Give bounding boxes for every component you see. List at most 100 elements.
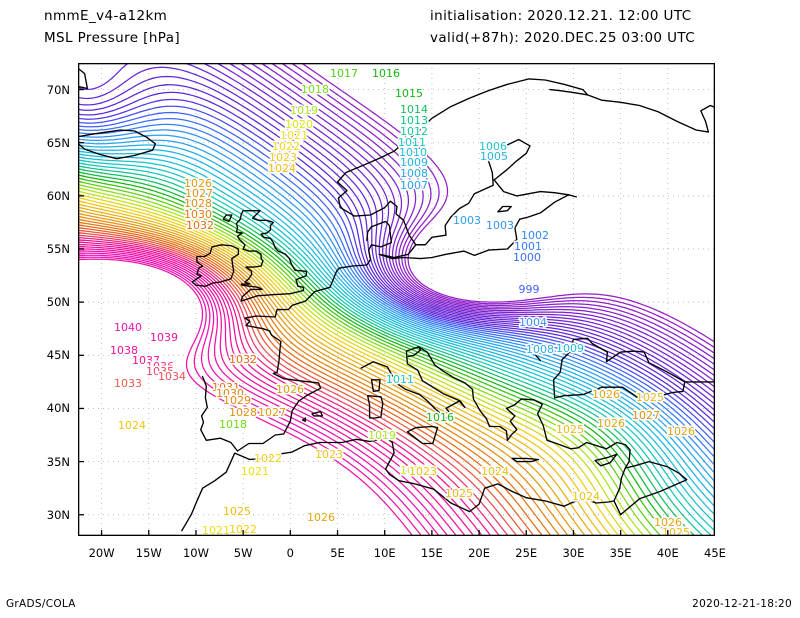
contour-label-halo: 1009: [556, 342, 584, 355]
contour-label-halo: 1038: [110, 344, 138, 357]
contour-label-halo: 1025: [223, 505, 251, 518]
contour-label-halo: 1005: [480, 150, 508, 163]
contour-label: 1006: [479, 140, 507, 153]
y-tick-30N: 30N: [46, 507, 70, 522]
contour-label: 1040: [114, 321, 142, 334]
contour-label: 1016: [372, 67, 400, 80]
contour-label: 1026: [184, 177, 212, 190]
contour-label-halo: 1030: [184, 208, 212, 221]
contour-label: 1033: [114, 377, 142, 390]
contour-label-halo: 1008: [526, 343, 554, 356]
contour-label: 1022: [272, 140, 300, 153]
contour-label: 1022: [229, 523, 257, 536]
contour-label-halo: 1021: [202, 524, 230, 536]
contour-label: 1021: [241, 465, 269, 478]
contour-label-halo: 1001: [514, 240, 542, 253]
contour-label-halo: 1026: [667, 425, 695, 438]
contour-label-halo: 1015: [395, 87, 423, 100]
x-tick-5E: 5E: [330, 546, 345, 560]
contour-label: 1038: [110, 344, 138, 357]
contour-label: 1034: [158, 370, 186, 383]
contour-label-halo: 1026: [654, 516, 682, 529]
contour-label: 1032: [186, 219, 214, 232]
contour-label: 1019: [368, 429, 396, 442]
contour-label: 1027: [185, 187, 213, 200]
contour-label: 1025: [445, 487, 473, 500]
timestamp-label: 2020-12-21-18:20: [692, 598, 792, 610]
contour-label-halo: 1029: [223, 394, 251, 407]
contour-label-halo: 1018: [219, 418, 247, 431]
contour-label: 1003: [453, 214, 481, 227]
contour-label-halo: 1023: [269, 151, 297, 164]
contour-label-halo: 1024: [268, 162, 296, 175]
contour-label-halo: 1021: [241, 465, 269, 478]
contour-label: 1029: [223, 394, 251, 407]
contour-label-halo: 1028: [184, 197, 212, 210]
contour-label: 1025: [556, 423, 584, 436]
contour-label: 1024: [572, 490, 600, 503]
contour-label-halo: 1026: [184, 177, 212, 190]
contour-label-halo: 1018: [301, 83, 329, 96]
contour-label-halo: 1024: [572, 490, 600, 503]
contour-label-halo: 1004: [519, 316, 547, 329]
contour-label-halo: 1024: [118, 419, 146, 432]
contour-label: 1003: [486, 219, 514, 232]
axis-ticks: [78, 88, 715, 536]
contour-label-halo: 1028: [229, 406, 257, 419]
contour-label: 1024: [118, 419, 146, 432]
contour-label: 1026: [667, 425, 695, 438]
contour-label-halo: 1036: [146, 360, 174, 373]
contour-label: 1021: [280, 129, 308, 142]
contour-label: 1025: [223, 505, 251, 518]
x-tick-20W: 20W: [88, 546, 115, 560]
contour-label-halo: 1034: [158, 370, 186, 383]
contour-label: 1027: [258, 406, 286, 419]
contour-label: 1039: [150, 331, 178, 344]
contour-label-halo: 1024: [481, 465, 509, 478]
contour-label-halo: 1035: [146, 365, 174, 378]
contour-label-halo: 1020: [400, 464, 428, 477]
contour-label-halo: 1023: [409, 465, 437, 478]
contour-label: 1020: [400, 464, 428, 477]
contour-label: 1031: [212, 381, 240, 394]
contour-label-halo: 1025: [445, 487, 473, 500]
contour-label: 1018: [219, 418, 247, 431]
contour-label-halo: 1020: [285, 118, 313, 131]
contour-label: 1024: [268, 162, 296, 175]
x-tick-15W: 15W: [135, 546, 162, 560]
contour-label: 1020: [285, 118, 313, 131]
contour-label: 1023: [269, 151, 297, 164]
x-tick-25E: 25E: [515, 546, 538, 560]
contour-label: 1005: [480, 150, 508, 163]
contour-label-halo: 1022: [254, 452, 282, 465]
contour-label: 1028: [229, 406, 257, 419]
contour-label: 1024: [481, 465, 509, 478]
contour-label-halo: 1011: [398, 136, 426, 149]
y-tick-65N: 65N: [46, 135, 70, 150]
contour-label: 1026: [592, 388, 620, 401]
contour-label: 1001: [514, 240, 542, 253]
contour-label-halo: 1026: [276, 383, 304, 396]
contour-label-halo: 1031: [212, 381, 240, 394]
contour-label-halo: 1009: [400, 156, 428, 169]
y-tick-60N: 60N: [46, 188, 70, 203]
contour-label-halo: 1003: [453, 214, 481, 227]
valid-time-label: valid(+87h): 2020.DEC.25 03:00 UTC: [430, 30, 696, 46]
x-tick-5W: 5W: [233, 546, 253, 560]
pressure-contour-map: 1017 1017 1016 1016 1018 1018 1015 1015 1019 1019…: [78, 63, 715, 536]
contour-label-halo: 1013: [400, 114, 428, 127]
contour-label-halo: 1010: [399, 146, 427, 159]
contour-label-halo: 1000: [513, 251, 541, 264]
y-tick-45N: 45N: [46, 348, 70, 363]
field-name-label: MSL Pressure [hPa]: [44, 30, 181, 46]
contour-label: 1027: [632, 409, 660, 422]
contour-label-halo: 1011: [386, 373, 414, 386]
contour-label: 1037: [132, 354, 160, 367]
contour-label-halo: 1025: [556, 423, 584, 436]
x-tick-15E: 15E: [420, 546, 443, 560]
contour-label-halo: 1019: [290, 104, 318, 117]
contour-label: 1026: [654, 516, 682, 529]
contour-label-halo: 1032: [186, 219, 214, 232]
